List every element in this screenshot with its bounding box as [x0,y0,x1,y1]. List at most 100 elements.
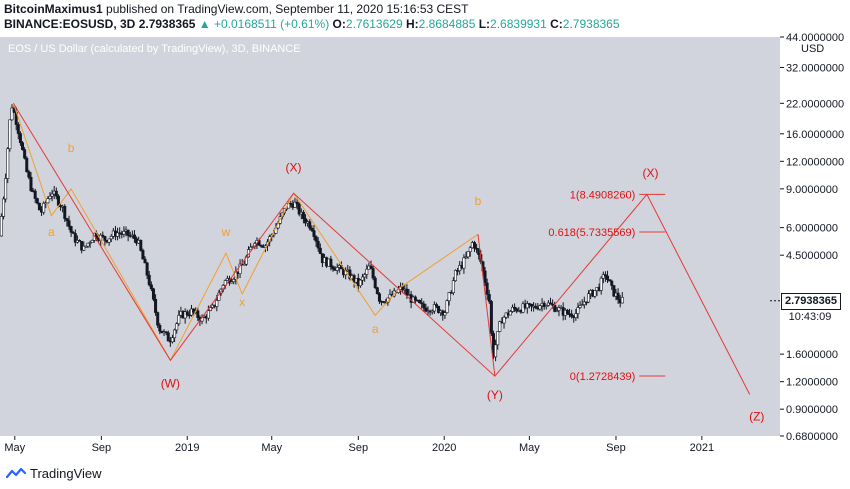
candle-body [616,292,620,300]
candle-body [437,306,441,313]
candle-body [33,190,37,199]
candle-body [489,301,493,334]
candle-body [472,242,476,249]
wave-label: b [475,194,482,208]
y-tick-label: 0.9000000 [786,404,838,416]
candle-body [371,268,375,279]
candle-body [56,195,60,206]
candle-body [23,149,27,159]
candle-body [483,270,487,284]
candle-body [232,279,236,283]
price-change: ▲ +0.0168511 (+0.61%) [198,17,330,31]
candle-body [430,310,434,313]
candle-body [208,307,212,311]
candle-body [375,287,379,295]
x-tick-label: 2021 [690,442,714,454]
candle-body [447,292,451,302]
candle-body [464,256,468,259]
candle-body [249,246,253,250]
wave-label: w [221,225,231,239]
candle-body [50,193,54,197]
candle-body [420,302,424,305]
candle-body [601,274,605,279]
candle-body [557,307,561,311]
candle-body [90,240,94,243]
candle-body [4,178,8,200]
candle-body [582,301,586,305]
candle-body [434,304,438,307]
candle-body [154,298,158,313]
x-tick-label: May [519,442,540,454]
candle-body [508,311,512,316]
candle-body [331,266,335,270]
candle-body [88,242,92,244]
candle-body [164,331,168,334]
candle-body [424,307,428,312]
candle-body [485,282,489,295]
candle-body [0,216,3,237]
wave-label: (W) [161,376,180,390]
candle-body [369,265,373,269]
candle-body [538,305,542,310]
candle-body [166,332,170,342]
candle-body [6,148,10,179]
symbol-name: BINANCE:EOSUSD, 3D [4,17,136,31]
candle-body [498,321,502,332]
last-price: 2.7938365 [138,17,196,31]
candle-body [496,331,500,346]
fib-level-label: 0.618(5.7335569) [548,227,635,239]
candle-body [67,220,71,227]
candle-body [29,176,33,191]
wave-label: (Z) [749,409,764,423]
candle-body [529,303,533,307]
wave-label: b [68,141,75,155]
candle-body [593,290,597,297]
footer: TradingView [6,466,102,481]
candlestick-chart[interactable]: EOS / US Dollar (calculated by TradingVi… [0,0,850,460]
candle-body [141,250,145,260]
candle-body [295,201,299,205]
candle-body [289,203,293,205]
candle-body [329,258,333,268]
candle-body [107,238,111,243]
candle-body [401,286,405,291]
y-tick-label: 44.0000000 [786,32,844,44]
candle-body [185,311,189,316]
candle-body [314,236,318,242]
author-name[interactable]: BitcoinMaximus1 [4,2,103,16]
candle-body [361,276,365,281]
candle-body [147,274,151,286]
candle-body [308,221,312,229]
candle-body [145,262,149,276]
candle-body [35,198,39,204]
chart-title: EOS / US Dollar (calculated by TradingVi… [8,43,301,55]
candle-body [451,280,455,294]
price-axis[interactable] [780,37,850,436]
candle-body [78,240,82,242]
y-tick-label: 12.0000000 [786,156,844,168]
time-axis[interactable] [0,436,850,456]
candle-body [365,268,369,275]
candle-body [73,233,77,243]
candle-body [21,142,25,150]
candle-body [206,310,210,319]
candle-body [316,240,320,249]
candle-body [373,277,377,289]
candle-body [318,247,322,254]
candle-body [570,313,574,317]
footer-brand[interactable]: TradingView [30,466,102,481]
candle-body [544,305,548,307]
candle-body [587,293,591,303]
candle-body [580,304,584,306]
candle-body [86,242,90,247]
candle-body [542,302,546,307]
candle-body [301,211,305,219]
candle-body [565,309,569,315]
candle-body [16,124,20,134]
y-axis-unit: USD [801,43,824,55]
tradingview-logo-icon[interactable] [6,467,26,481]
open-value: 2.7613629 [345,17,403,31]
current-price-label: 2.7938365 [781,293,841,310]
y-tick-label: 4.5000000 [786,250,838,262]
fib-level-label: 1(8.4908260) [570,189,635,201]
